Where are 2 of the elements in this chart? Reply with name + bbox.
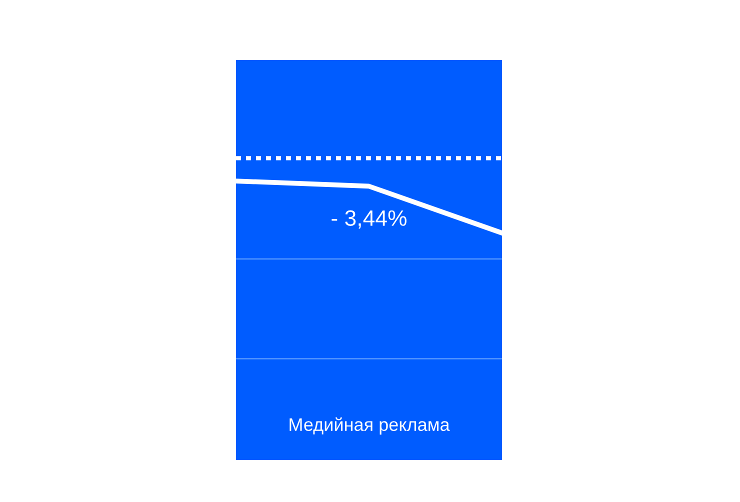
annotation: - 3,44%	[332, 210, 407, 229]
text: Медийная реклама	[290, 417, 450, 435]
